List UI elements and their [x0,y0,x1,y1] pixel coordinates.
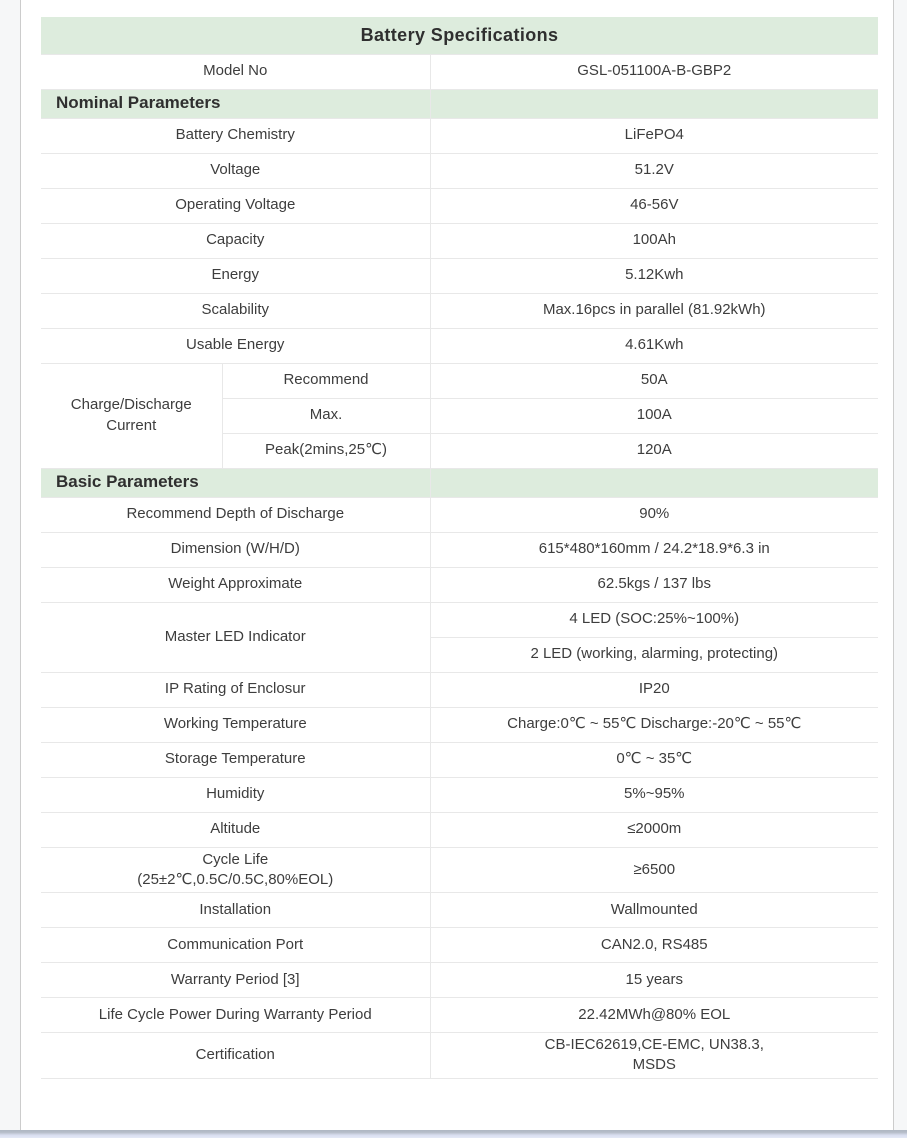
spec-value-cell: 22.42MWh@80% EOL [429,997,879,1033]
spec-row: Dimension (W/H/D) 615*480*160mm / 24.2*18… [41,531,879,567]
group-sub-row: Max. 100A [41,397,879,433]
spec-value-cell: 15 years [429,962,879,998]
spec-value-cell: 100A [429,397,879,433]
spec-label-cell: Humidity [41,776,430,812]
spec-row: Scalability Max.16pcs in parallel (81.92k… [41,292,879,328]
label-line: Cycle Life [202,850,269,868]
spec-label-cell: Altitude [41,811,430,847]
spec-label-cell: Certification [41,1032,430,1079]
sub-label-cell: Max. [221,397,430,433]
spec-value-cell: 120A [429,432,879,468]
multi-value-row: 2 LED (working, alarming, protecting) [41,636,879,672]
spec-value-cell: 615*480*160mm / 24.2*18.9*6.3 in [429,531,879,567]
spec-value-cell: CAN2.0, RS485 [429,927,879,963]
spec-row: Life Cycle Power During Warranty Period 2… [41,997,879,1033]
spec-row: Installation Wallmounted [41,892,879,928]
value-line: MSDS [632,1056,676,1074]
spec-label-cell: Usable Energy [41,327,430,363]
spec-row: Humidity 5%~95% [41,776,879,812]
spec-value-cell: 4.61Kwh [429,327,879,363]
spec-value-cell: IP20 [429,671,879,707]
spec-label-cell: Master LED Indicator [41,601,430,672]
spec-value-cell: 5.12Kwh [429,257,879,293]
table-title-row: Battery Specifications [41,17,879,54]
spec-value-cell: 46-56V [429,187,879,223]
spec-label-cell: Energy [41,257,430,293]
label-line: (25±2℃,0.5C/0.5C,80%EOL) [137,870,334,888]
table-title: Battery Specifications [41,17,879,54]
sub-label-cell: Peak(2mins,25℃) [221,432,430,468]
group-sub-row: Charge/Discharge Current Recommend 50A [41,362,879,468]
spec-value-cell: ≥6500 [429,846,879,893]
spec-label-cell: Model No [41,53,430,89]
spec-label-cell: Installation [41,892,430,928]
sub-label-cell: Recommend [221,362,430,398]
section-header-label: Basic Parameters [41,467,430,497]
section-header-row: Basic Parameters [41,467,879,497]
spec-row: Battery Chemistry LiFePO4 [41,117,879,153]
spec-label-cell: Working Temperature [41,706,430,742]
group-label-cell: Charge/Discharge Current [41,362,222,468]
spec-label-cell: Voltage [41,152,430,188]
spec-value-cell: 50A [429,362,879,398]
value-line: CB-IEC62619,CE-EMC, UN38.3, [544,1036,764,1053]
spec-label-cell: Dimension (W/H/D) [41,531,430,567]
spec-row: Recommend Depth of Discharge 90% [41,496,879,532]
spec-row: Certification CB-IEC62619,CE-EMC, UN38.3,… [41,1032,879,1079]
spec-row: Communication Port CAN2.0, RS485 [41,927,879,963]
spec-value-cell: CB-IEC62619,CE-EMC, UN38.3, MSDS [429,1032,879,1079]
group-sub-row: Peak(2mins,25℃) 120A [41,432,879,468]
spec-value-cell: Max.16pcs in parallel (81.92kWh) [429,292,879,328]
spec-row: Cycle Life (25±2℃,0.5C/0.5C,80%EOL) ≥6500 [41,846,879,893]
spec-label-cell: Storage Temperature [41,741,430,777]
spec-label-cell: IP Rating of Enclosur [41,671,430,707]
spec-value-cell: 100Ah [429,222,879,258]
spec-row: Weight Approximate 62.5kgs / 137 lbs [41,566,879,602]
spec-row: Warranty Period [3] 15 years [41,962,879,998]
spec-row: Storage Temperature 0℃ ~ 35℃ [41,741,879,777]
content-container: Battery Specifications Model No GSL-05110… [20,0,894,1131]
spec-label-cell: Weight Approximate [41,566,430,602]
spec-row: Capacity 100Ah [41,222,879,258]
spec-row: IP Rating of Enclosur IP20 [41,671,879,707]
page-bottom-bar [0,1130,907,1138]
spec-label-cell: Battery Chemistry [41,117,430,153]
spec-value-cell: Wallmounted [429,892,879,928]
spec-value-cell: 51.2V [429,152,879,188]
spec-row: Voltage 51.2V [41,152,879,188]
spec-value-cell: 62.5kgs / 137 lbs [429,566,879,602]
spec-label-cell: Cycle Life (25±2℃,0.5C/0.5C,80%EOL) [41,846,430,893]
section-header-label: Nominal Parameters [41,88,430,118]
spec-row: Model No GSL-051100A-B-GBP2 [41,53,879,89]
spec-value-cell: 2 LED (working, alarming, protecting) [429,636,879,672]
section-header-empty-cell [429,88,879,118]
spec-row: Working Temperature Charge:0℃ ~ 55℃ Disch… [41,706,879,742]
multi-value-row: Master LED Indicator 4 LED (SOC:25%~100%) [41,601,879,672]
spec-value-cell: 0℃ ~ 35℃ [429,741,879,777]
section-header-row: Nominal Parameters [41,88,879,118]
spec-row: Usable Energy 4.61Kwh [41,327,879,363]
spec-value-cell: 90% [429,496,879,532]
spec-value-cell: LiFePO4 [429,117,879,153]
section-header-empty-cell [429,467,879,497]
spec-row: Altitude ≤2000m [41,811,879,847]
spec-row: Operating Voltage 46-56V [41,187,879,223]
spec-table-body: Battery Specifications Model No GSL-05110… [41,17,879,1079]
spec-value-cell: Charge:0℃ ~ 55℃ Discharge:-20℃ ~ 55℃ [429,706,879,742]
spec-row: Energy 5.12Kwh [41,257,879,293]
spec-label-cell: Warranty Period [3] [41,962,430,998]
battery-spec-table: Battery Specifications Model No GSL-05110… [41,17,879,1079]
spec-label-cell: Communication Port [41,927,430,963]
spec-value-cell: 5%~95% [429,776,879,812]
spec-label-cell: Capacity [41,222,430,258]
spec-value-cell: ≤2000m [429,811,879,847]
spec-value-cell: GSL-051100A-B-GBP2 [429,53,879,89]
spec-label-cell: Operating Voltage [41,187,430,223]
spec-label-cell: Life Cycle Power During Warranty Period [41,997,430,1033]
spec-value-cell: 4 LED (SOC:25%~100%) [429,601,879,637]
spec-label-cell: Scalability [41,292,430,328]
spec-label-cell: Recommend Depth of Discharge [41,496,430,532]
